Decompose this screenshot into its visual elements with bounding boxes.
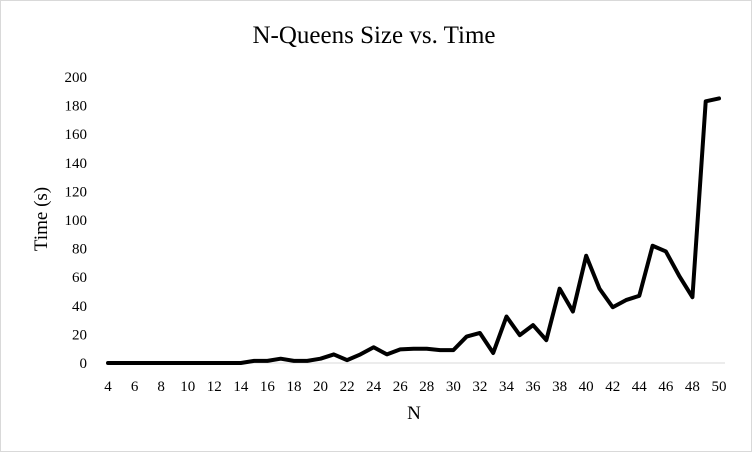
x-tick-label: 6	[131, 379, 139, 395]
x-tick-label: 16	[260, 379, 276, 395]
y-axis-title: Time (s)	[31, 187, 52, 251]
x-tick-label: 14	[233, 379, 249, 395]
chart-title: N-Queens Size vs. Time	[252, 22, 495, 49]
y-tick-label: 120	[65, 184, 88, 200]
y-tick-label: 200	[65, 70, 88, 86]
x-tick-label: 12	[207, 379, 222, 395]
x-tick-label: 30	[446, 379, 461, 395]
x-tick-label: 46	[658, 379, 674, 395]
x-tick-label: 48	[685, 379, 700, 395]
x-tick-label: 42	[605, 379, 620, 395]
x-tick-label: 40	[579, 379, 594, 395]
x-tick-label: 32	[472, 379, 487, 395]
y-tick-label: 160	[65, 127, 88, 143]
x-tick-label: 50	[712, 379, 727, 395]
y-tick-label: 60	[72, 270, 87, 286]
x-tick-label: 18	[286, 379, 301, 395]
x-tick-label: 44	[632, 379, 648, 395]
y-tick-label: 40	[72, 299, 87, 315]
y-tick-label: 180	[65, 99, 88, 115]
x-axis-title: N	[407, 403, 421, 424]
x-tick-label: 28	[419, 379, 434, 395]
y-axis-tick-labels: 0 20 40 60 80 100 120 140 160 180 200	[65, 70, 88, 372]
x-tick-label: 38	[552, 379, 567, 395]
x-tick-label: 34	[499, 379, 515, 395]
series-line	[106, 96, 721, 365]
x-tick-label: 4	[104, 379, 112, 395]
x-tick-label: 22	[340, 379, 355, 395]
x-tick-label: 10	[180, 379, 195, 395]
y-tick-label: 80	[72, 242, 87, 258]
x-tick-label: 36	[526, 379, 542, 395]
y-tick-label: 140	[65, 156, 88, 172]
x-tick-label: 20	[313, 379, 328, 395]
x-axis-tick-labels: 4 6 8 10 12 14 16 18 20 22 24 26 28 30 32 34 36 38 40 42 44 4…	[104, 379, 726, 395]
y-tick-label: 100	[65, 213, 88, 229]
x-tick-label: 8	[157, 379, 165, 395]
x-tick-label: 26	[393, 379, 409, 395]
x-tick-label: 24	[366, 379, 382, 395]
y-tick-label: 20	[72, 327, 87, 343]
y-tick-label: 0	[80, 356, 88, 372]
